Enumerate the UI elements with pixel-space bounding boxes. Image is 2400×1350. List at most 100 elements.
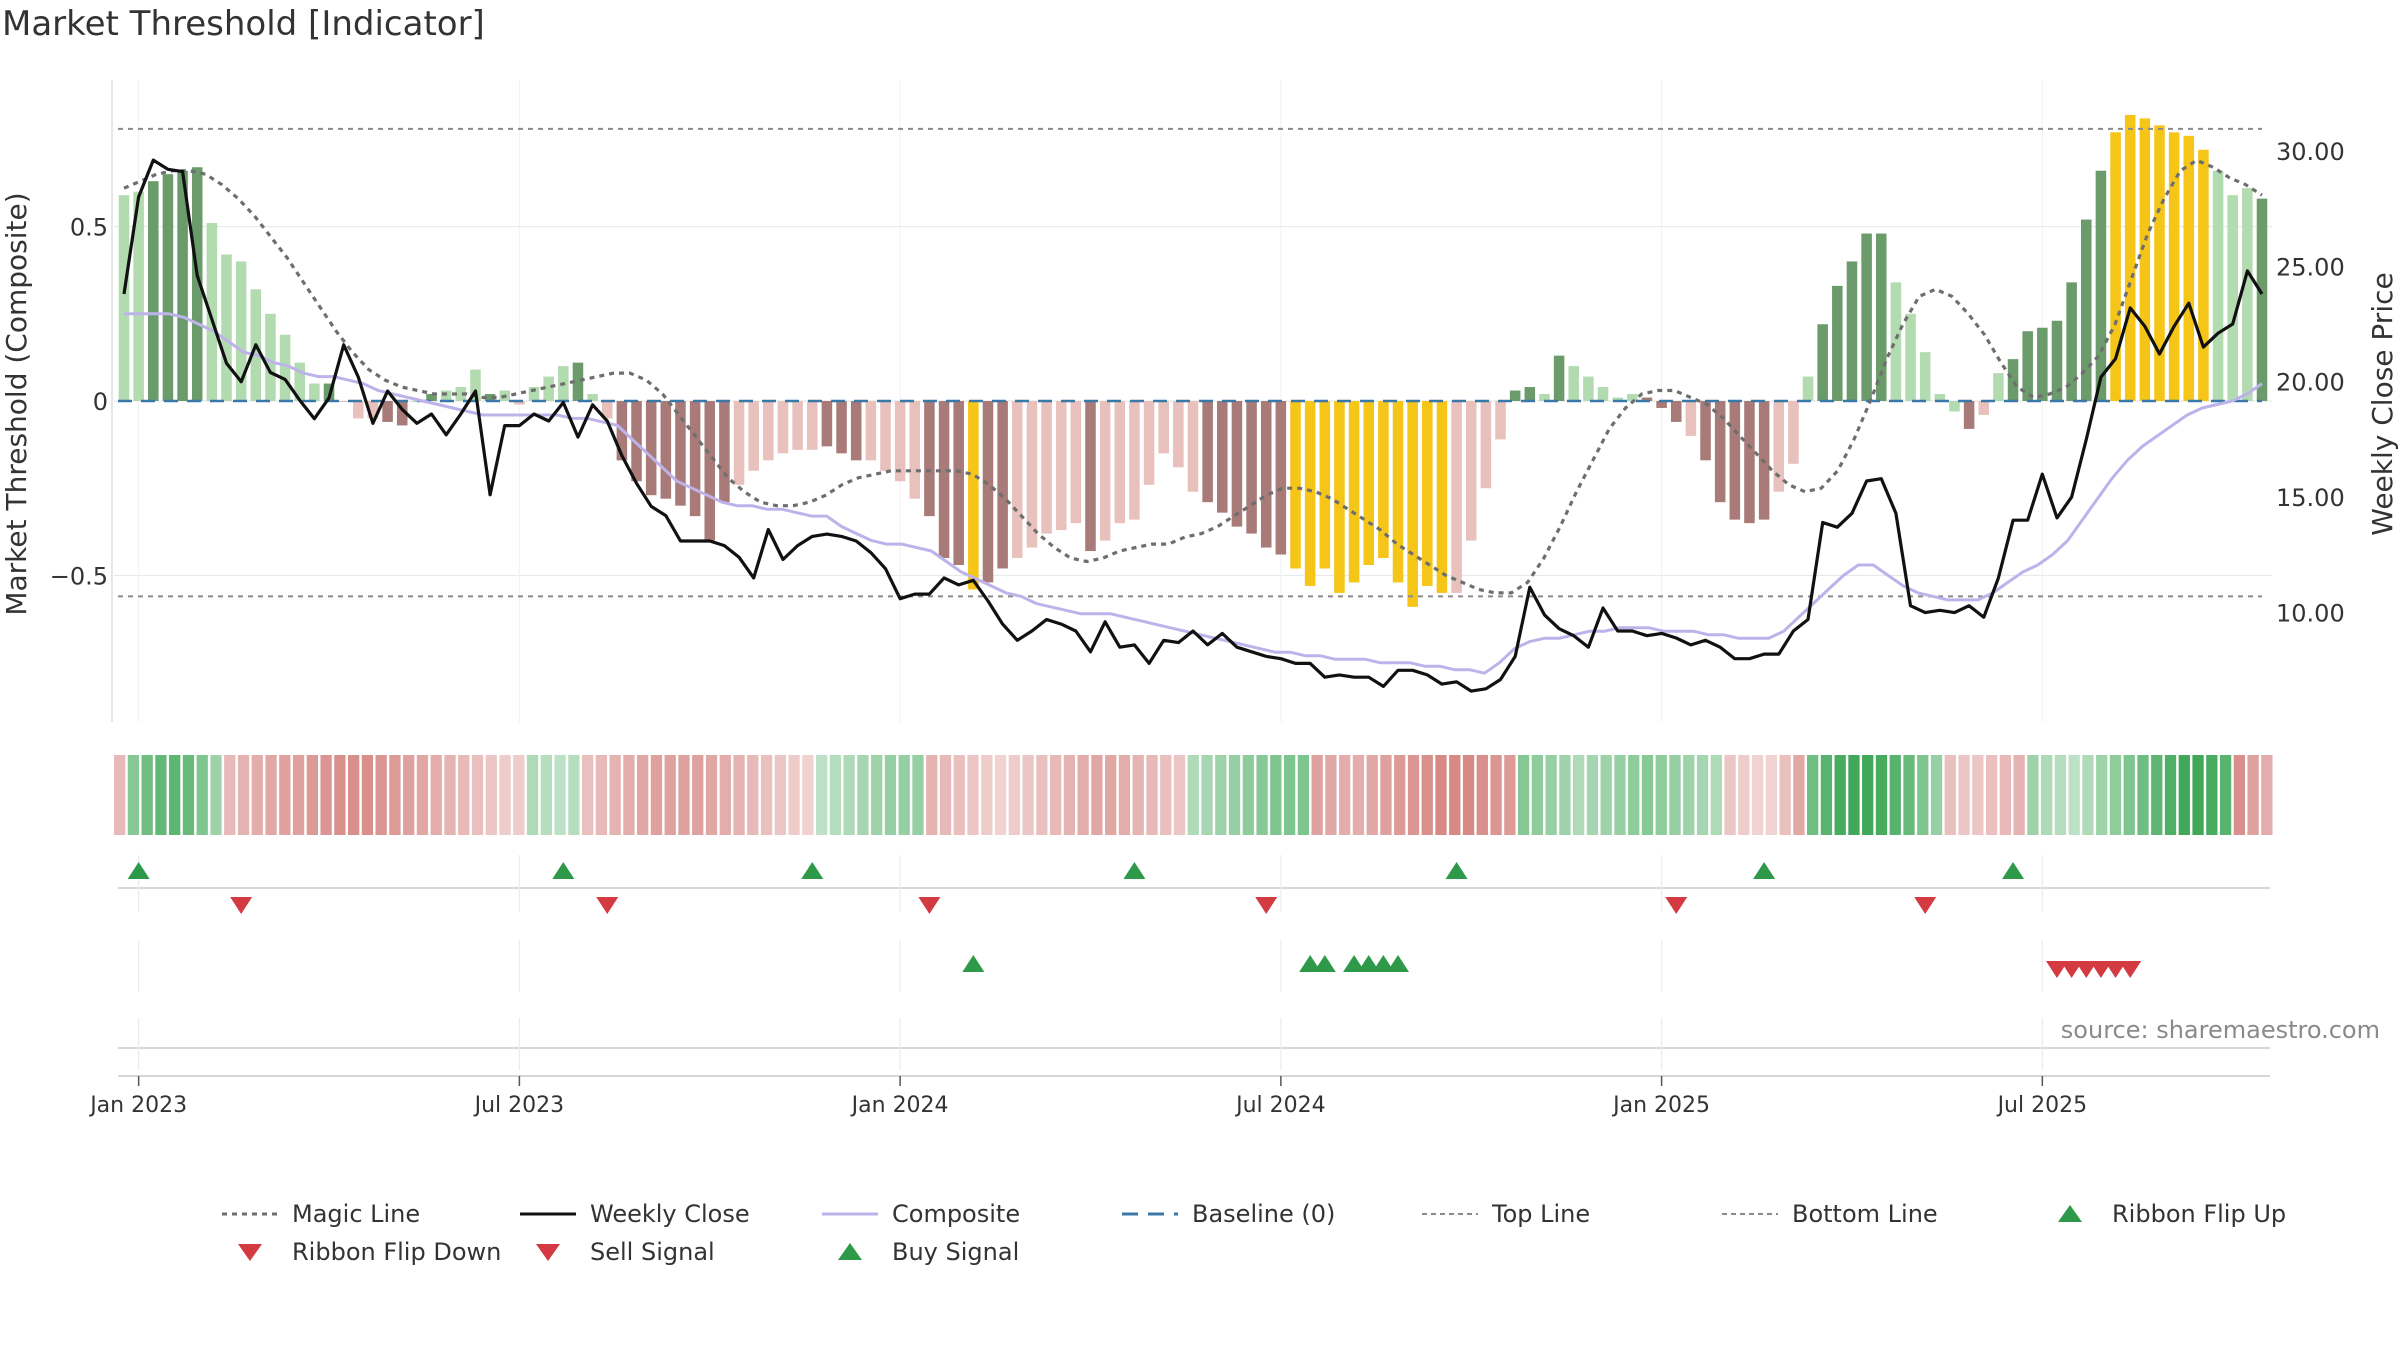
threshold-bar bbox=[836, 401, 847, 454]
threshold-bar bbox=[821, 401, 833, 447]
threshold-bar bbox=[221, 254, 232, 401]
threshold-bar bbox=[1861, 233, 1872, 401]
threshold-bar bbox=[514, 401, 525, 405]
ribbon-cell bbox=[1160, 755, 1172, 835]
threshold-bar bbox=[367, 401, 379, 419]
threshold-bar bbox=[1846, 261, 1858, 401]
ribbon-flip-up-marker bbox=[2002, 862, 2025, 879]
ribbon-cell bbox=[1531, 755, 1544, 835]
ribbon-cell bbox=[843, 755, 855, 835]
ribbon-cell bbox=[1049, 755, 1062, 835]
ribbon-cell bbox=[2054, 755, 2067, 835]
ribbon-cell bbox=[444, 755, 456, 835]
ribbon-cell bbox=[1407, 755, 1420, 835]
ribbon-flip-down-marker bbox=[1914, 897, 1937, 914]
legend-item: Ribbon Flip Up bbox=[2040, 1200, 2286, 1228]
ribbon-cell bbox=[2137, 755, 2149, 835]
ribbon-cell bbox=[471, 755, 484, 835]
ribbon-flip-up-marker bbox=[1753, 862, 1776, 879]
y-axis-left-label: Market Threshold (Composite) bbox=[0, 192, 33, 615]
threshold-bar bbox=[1670, 401, 1682, 422]
threshold-bar bbox=[265, 313, 276, 401]
threshold-bar bbox=[1114, 401, 1126, 524]
signal-markers bbox=[118, 855, 2270, 1077]
ribbon-cell bbox=[1628, 755, 1640, 835]
ribbon-cell bbox=[2178, 755, 2190, 835]
threshold-bar bbox=[1597, 387, 1609, 401]
legend-item: Buy Signal bbox=[820, 1238, 1019, 1266]
threshold-bar bbox=[997, 401, 1008, 569]
y-left-tick-label: 0 bbox=[93, 388, 108, 416]
ribbon-cell bbox=[1449, 755, 1461, 835]
y-left-tick-label: 0.5 bbox=[70, 214, 108, 242]
ribbon-flip-down-marker bbox=[1665, 897, 1688, 914]
threshold-bar bbox=[894, 401, 906, 482]
threshold-bar bbox=[1495, 401, 1506, 440]
ribbon-cell bbox=[623, 755, 635, 835]
threshold-bar bbox=[587, 394, 598, 401]
ribbon-cell bbox=[650, 755, 663, 835]
ribbon-cell bbox=[884, 755, 897, 835]
buy-signal-marker bbox=[1343, 955, 1366, 972]
legend-item: Composite bbox=[820, 1200, 1020, 1228]
threshold-bar bbox=[1085, 401, 1096, 552]
threshold-bar bbox=[1246, 401, 1257, 534]
ribbon-cell bbox=[1036, 755, 1048, 835]
threshold-bar bbox=[1700, 401, 1711, 461]
ribbon-cell bbox=[595, 755, 608, 835]
threshold-bar bbox=[235, 261, 247, 401]
threshold-bar bbox=[792, 401, 803, 450]
ribbon-cell bbox=[747, 755, 759, 835]
ribbon-cell bbox=[361, 755, 374, 835]
ribbon-cell bbox=[389, 755, 401, 835]
ribbon-cell bbox=[1394, 755, 1406, 835]
buy-signal-marker bbox=[1372, 955, 1395, 972]
ribbon-cell bbox=[1462, 755, 1475, 835]
threshold-bar bbox=[660, 401, 672, 499]
threshold-bar bbox=[733, 401, 745, 485]
y-right-tick-label: 15.00 bbox=[2276, 484, 2345, 512]
threshold-bar bbox=[162, 174, 174, 401]
ribbon-cell bbox=[2082, 755, 2094, 835]
threshold-bar bbox=[748, 401, 759, 471]
threshold-bar bbox=[294, 362, 305, 401]
threshold-bar bbox=[2154, 125, 2165, 401]
threshold-bar bbox=[206, 223, 218, 401]
threshold-bar bbox=[1275, 401, 1287, 555]
ribbon-flip-down-marker bbox=[230, 897, 253, 914]
threshold-bar bbox=[484, 394, 496, 401]
ribbon-strip bbox=[114, 755, 2273, 835]
ribbon-flip-up-marker bbox=[552, 862, 575, 879]
threshold-bar bbox=[675, 401, 686, 506]
threshold-bar bbox=[938, 401, 950, 559]
threshold-bar bbox=[2124, 114, 2136, 402]
threshold-bar bbox=[1363, 401, 1374, 565]
ribbon-cell bbox=[1228, 755, 1241, 835]
threshold-bar bbox=[1392, 401, 1404, 583]
left-axis: 0.5 0 −0.5 bbox=[50, 214, 108, 591]
market-threshold-chart: 0.5 0 −0.5 30.00 25.00 20.00 15.00 10.00 Jan 2… bbox=[0, 80, 2399, 1118]
threshold-bar bbox=[1173, 401, 1184, 468]
legend-symbol bbox=[1722, 1213, 1778, 1215]
threshold-bar bbox=[2198, 149, 2209, 401]
ribbon-cell bbox=[1366, 755, 1378, 835]
ribbon-cell bbox=[1600, 755, 1612, 835]
ribbon-cell bbox=[1256, 755, 1268, 835]
threshold-bar bbox=[806, 401, 818, 450]
ribbon-cell bbox=[2164, 755, 2177, 835]
legend-item: Top Line bbox=[1420, 1200, 1590, 1228]
ribbon-cell bbox=[857, 755, 869, 835]
ribbon-cell bbox=[1311, 755, 1323, 835]
sell-signal-marker bbox=[2060, 961, 2083, 978]
threshold-bar bbox=[1729, 401, 1741, 520]
ribbon-cell bbox=[926, 755, 938, 835]
ribbon-cell bbox=[306, 755, 318, 835]
ribbon-cell bbox=[1655, 755, 1667, 835]
threshold-bar bbox=[1949, 401, 1960, 412]
ribbon-cell bbox=[540, 755, 552, 835]
ribbon-cell bbox=[1517, 755, 1530, 835]
sell-signal-marker bbox=[2119, 961, 2142, 978]
sell-signal-marker bbox=[2104, 961, 2127, 978]
ribbon-cell bbox=[802, 755, 814, 835]
threshold-bar bbox=[1583, 376, 1594, 401]
